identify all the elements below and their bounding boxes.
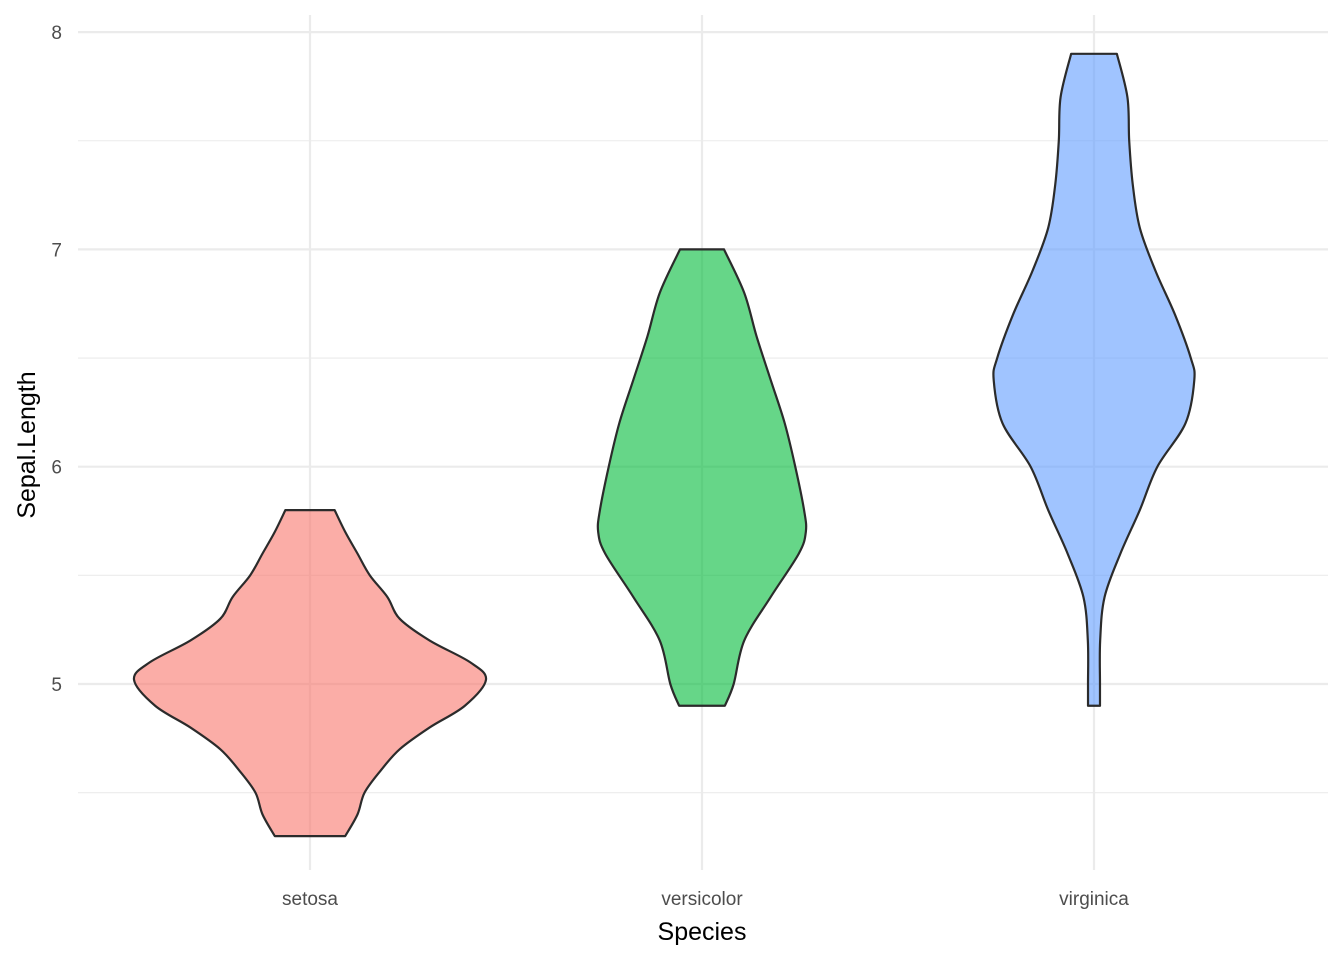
y-tick-label: 7 (51, 240, 62, 261)
x-axis-title: Species (658, 918, 747, 946)
violin-virginica (992, 52, 1196, 707)
violin-versicolor (596, 248, 808, 707)
violins (132, 52, 1196, 838)
x-tick-label: versicolor (661, 889, 743, 910)
y-tick-label: 6 (51, 458, 62, 479)
violin-setosa (132, 509, 488, 838)
x-axis-ticks: setosa versicolor virginica (282, 889, 1129, 910)
x-tick-label: virginica (1059, 889, 1129, 910)
y-tick-label: 8 (51, 23, 62, 44)
y-axis-title: Sepal.Length (13, 371, 41, 518)
x-tick-label: setosa (282, 889, 338, 910)
y-tick-label: 5 (51, 675, 62, 696)
y-axis-ticks: 5 6 7 8 (51, 23, 62, 696)
